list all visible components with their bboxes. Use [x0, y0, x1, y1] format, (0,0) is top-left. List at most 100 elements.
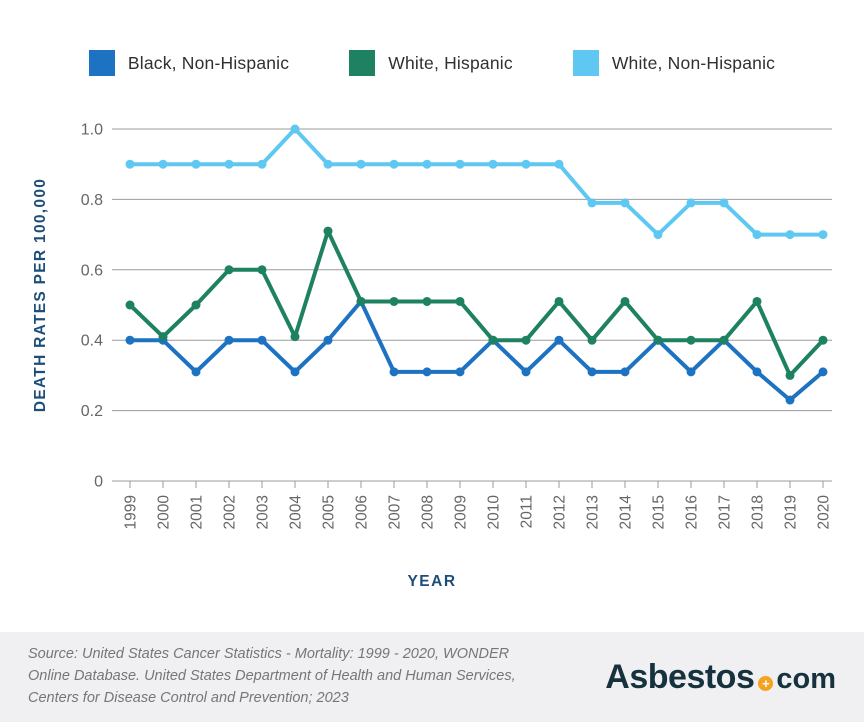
data-point [818, 335, 828, 345]
data-point [224, 335, 234, 345]
data-point [125, 300, 135, 310]
data-point [389, 296, 399, 306]
data-point [125, 159, 135, 169]
data-point [125, 335, 135, 345]
y-tick-label: 0.4 [81, 333, 103, 350]
plus-icon: + [758, 676, 774, 691]
data-point [620, 198, 630, 208]
x-tick-label: 2004 [288, 495, 305, 530]
legend-item-white-non-hispanic: White, Non-Hispanic [572, 50, 776, 76]
source-attribution: Source: United States Cancer Statistics … [28, 643, 516, 709]
data-point [620, 367, 630, 377]
x-tick-label: 2017 [717, 495, 734, 529]
data-point [257, 265, 267, 275]
x-tick-label: 2013 [585, 495, 602, 529]
data-point [356, 296, 366, 306]
x-tick-label: 2005 [321, 495, 338, 529]
data-point [323, 335, 333, 345]
data-point [290, 124, 300, 134]
data-point [587, 335, 597, 345]
data-point [422, 367, 432, 377]
x-tick-label: 2018 [750, 495, 767, 529]
data-point [158, 332, 168, 342]
data-point [686, 198, 696, 208]
data-point [818, 367, 828, 377]
source-line: Centers for Disease Control and Preventi… [28, 690, 349, 706]
legend: Black, Non-Hispanic White, Hispanic Whit… [0, 50, 864, 76]
data-point [389, 159, 399, 169]
data-point [191, 159, 201, 169]
data-point [521, 335, 531, 345]
data-point [257, 335, 267, 345]
y-tick-label: 0.8 [81, 192, 103, 209]
data-point [158, 159, 168, 169]
x-tick-label: 2008 [420, 495, 437, 529]
data-point [521, 159, 531, 169]
data-point [389, 367, 399, 377]
footer: Source: United States Cancer Statistics … [0, 632, 864, 722]
x-axis-title: YEAR [407, 573, 457, 590]
data-point [191, 300, 201, 310]
y-tick-label: 0 [94, 474, 103, 491]
source-line: Online Database. United States Departmen… [28, 668, 516, 684]
series-line-black-non-hispanic [128, 299, 825, 403]
y-tick-label: 1.0 [81, 122, 103, 139]
x-tick-label: 2010 [486, 495, 503, 530]
data-point [521, 367, 531, 377]
data-point [686, 367, 696, 377]
logo-suffix-text: com [776, 663, 836, 695]
data-point [719, 198, 729, 208]
data-point [323, 159, 333, 169]
data-point [290, 332, 300, 342]
data-point [653, 335, 663, 345]
data-point [488, 335, 498, 345]
data-point [818, 230, 828, 240]
x-tick-label: 2009 [453, 495, 470, 529]
x-tick-label: 2006 [354, 495, 371, 529]
legend-label: White, Hispanic [388, 52, 513, 73]
data-point [719, 335, 729, 345]
legend-swatch-icon [88, 50, 115, 76]
x-tick-label: 2016 [684, 495, 701, 529]
x-tick-label: 2002 [222, 495, 239, 529]
data-point [455, 296, 465, 306]
source-line: Source: United States Cancer Statistics … [28, 646, 510, 662]
legend-label: White, Non-Hispanic [611, 52, 776, 73]
data-point [422, 296, 432, 306]
asbestos-logo: Asbestos + com [605, 632, 836, 722]
data-point [752, 367, 762, 377]
y-tick-label: 0.6 [81, 262, 103, 279]
data-point [323, 226, 333, 236]
x-tick-label: 2001 [189, 495, 206, 529]
data-point [686, 335, 696, 345]
data-point [257, 159, 267, 169]
x-tick-label: 2014 [618, 495, 635, 530]
x-tick-label: 2003 [255, 495, 272, 529]
legend-item-black-non-hispanic: Black, Non-Hispanic [88, 50, 290, 76]
data-point [224, 159, 234, 169]
data-point [422, 159, 432, 169]
data-point [752, 230, 762, 240]
data-point [356, 159, 366, 169]
data-point [785, 395, 795, 405]
x-tick-label: 2020 [816, 495, 833, 530]
series-line-white-hispanic [128, 229, 825, 378]
data-point [488, 159, 498, 169]
data-point [554, 296, 564, 306]
legend-label: Black, Non-Hispanic [127, 52, 290, 73]
data-point [785, 370, 795, 380]
series-line-white-non-hispanic [128, 127, 825, 237]
data-point [455, 159, 465, 169]
x-tick-label: 2015 [651, 495, 668, 529]
data-point [620, 296, 630, 306]
legend-swatch-icon [349, 50, 376, 76]
data-point [224, 265, 234, 275]
legend-item-white-hispanic: White, Hispanic [349, 50, 513, 76]
data-point [587, 367, 597, 377]
x-tick-label: 2019 [783, 495, 800, 529]
data-point [587, 198, 597, 208]
y-tick-label: 0.2 [81, 403, 103, 420]
data-point [290, 367, 300, 377]
legend-swatch-icon [572, 50, 599, 76]
